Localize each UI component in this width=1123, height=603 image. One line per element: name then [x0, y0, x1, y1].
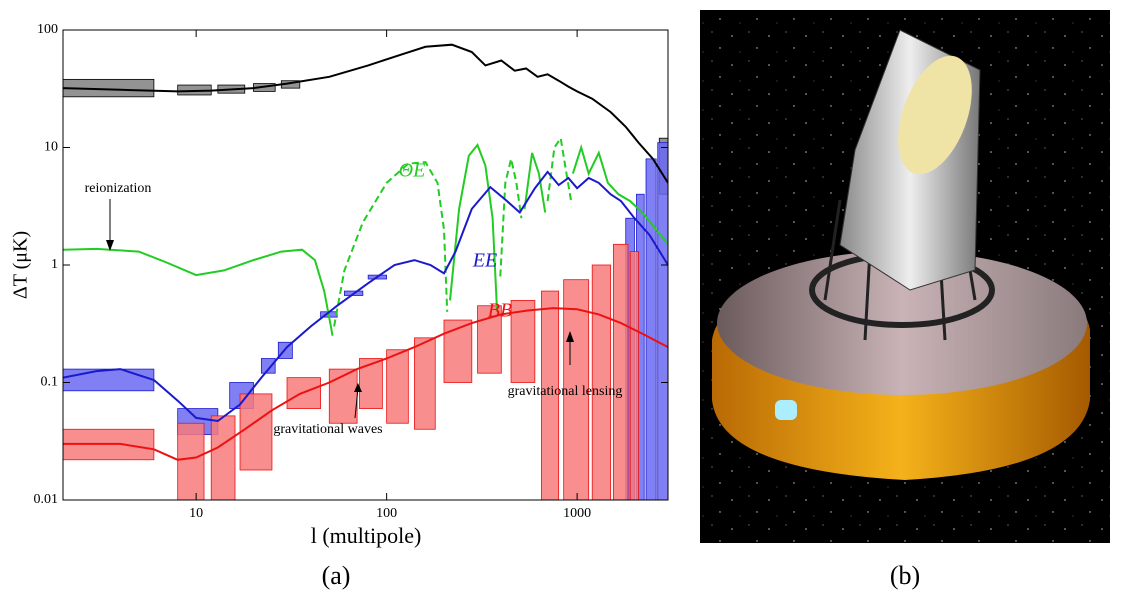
mirror	[898, 55, 972, 175]
error-box	[657, 142, 668, 500]
chart: reionization gravitational waves gravita…	[10, 22, 669, 590]
x-tick-label: 1000	[563, 506, 591, 521]
satellite-panel: (b)	[700, 10, 1110, 590]
error-box	[328, 368, 358, 424]
series-line	[499, 158, 523, 277]
y-tick-label: 0.01	[34, 492, 59, 507]
thruster	[775, 400, 797, 420]
series-line	[63, 247, 334, 336]
error-box	[443, 319, 473, 383]
annotation: gravitational waves	[273, 422, 382, 437]
arrow-head	[354, 383, 362, 392]
error-box	[612, 243, 629, 500]
error-box	[210, 415, 236, 500]
annotation: gravitational lensing	[508, 384, 623, 399]
arrow	[354, 387, 359, 419]
error-box	[591, 264, 612, 500]
error-box	[386, 349, 409, 424]
error-box	[359, 358, 383, 409]
series-line	[63, 170, 668, 423]
y-tick-label: 10	[44, 140, 58, 155]
error-box	[260, 358, 276, 374]
error-box	[477, 305, 502, 374]
error-box	[629, 251, 639, 500]
x-axis-label: l (multipole)	[311, 523, 422, 548]
series-line	[523, 152, 547, 213]
caption: (a)	[322, 561, 351, 590]
series-line	[63, 43, 668, 184]
error-box	[177, 422, 205, 500]
y-tick-label: 0.1	[41, 375, 59, 390]
series-label: EE	[472, 250, 497, 272]
series-line	[571, 144, 668, 245]
arrow-head	[106, 240, 114, 251]
error-box	[510, 299, 536, 383]
error-box	[414, 337, 436, 430]
series-line	[63, 307, 668, 461]
series-line	[546, 135, 573, 202]
series-line	[449, 143, 499, 312]
caption: (b)	[890, 561, 920, 590]
arrow-head	[566, 331, 574, 342]
error-box	[239, 393, 273, 471]
y-axis-label: ΔT (μK)	[10, 231, 32, 299]
error-box	[563, 279, 590, 500]
series-label: BB	[488, 300, 512, 322]
series-label: ΘE	[399, 160, 426, 182]
error-box	[645, 158, 657, 500]
y-tick-label: 100	[37, 22, 58, 37]
x-tick-label: 10	[189, 506, 203, 521]
series-line	[333, 161, 449, 327]
x-tick-label: 100	[376, 506, 397, 521]
error-box	[541, 290, 560, 500]
y-tick-label: 1	[51, 257, 58, 272]
error-box	[63, 368, 155, 392]
annotation: reionization	[85, 181, 152, 196]
error-box	[63, 78, 155, 98]
